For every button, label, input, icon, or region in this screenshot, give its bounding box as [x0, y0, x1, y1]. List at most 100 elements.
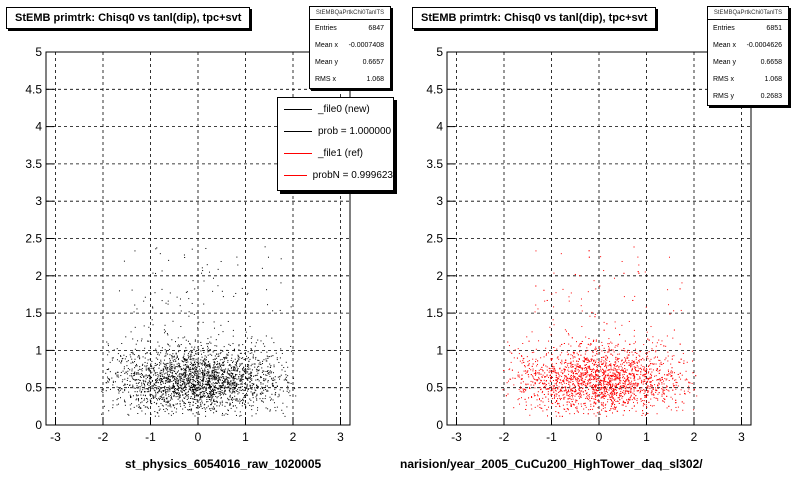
data-point [610, 381, 612, 383]
data-point [238, 392, 240, 394]
data-point [164, 332, 166, 334]
data-point [615, 408, 617, 410]
data-point [245, 376, 247, 378]
data-point [693, 409, 695, 411]
data-point [173, 390, 175, 392]
data-point [236, 374, 238, 376]
data-point [625, 387, 627, 389]
data-point [267, 357, 269, 359]
data-point [562, 394, 564, 396]
data-point [172, 356, 174, 358]
data-point [183, 254, 185, 256]
data-point [538, 399, 540, 401]
data-point [196, 394, 198, 396]
data-point [580, 373, 582, 375]
data-point [584, 358, 586, 360]
data-point [134, 380, 136, 382]
data-point [558, 376, 560, 378]
data-point [608, 349, 610, 351]
data-point [236, 256, 238, 258]
data-point [661, 364, 663, 366]
data-point [165, 404, 167, 406]
data-point [189, 405, 191, 407]
data-point [257, 409, 259, 411]
data-point [664, 378, 666, 380]
data-point [218, 362, 220, 364]
data-point [185, 389, 187, 391]
data-point [259, 361, 261, 363]
data-point [185, 375, 187, 377]
data-point [165, 393, 167, 395]
data-point [189, 343, 191, 345]
data-point [255, 374, 257, 376]
data-point [600, 391, 602, 393]
data-point [161, 394, 163, 396]
data-point [213, 398, 215, 400]
data-point [573, 413, 575, 415]
data-point [549, 384, 551, 386]
data-point [509, 368, 511, 370]
data-point [564, 366, 566, 368]
data-point [171, 366, 173, 368]
data-point [572, 357, 574, 359]
data-point [162, 362, 164, 364]
data-point [283, 379, 285, 381]
data-point [547, 398, 549, 400]
data-point [597, 375, 599, 377]
data-point [191, 368, 193, 370]
data-point [205, 387, 207, 389]
data-point [223, 379, 225, 381]
data-point [108, 381, 110, 383]
data-point [212, 372, 214, 374]
data-point [209, 398, 211, 400]
data-point [156, 380, 158, 382]
data-point [210, 377, 212, 379]
data-point [605, 393, 607, 395]
data-point [631, 370, 633, 372]
data-point [595, 346, 597, 348]
data-point [130, 331, 132, 333]
data-point [262, 379, 264, 381]
data-point [571, 394, 573, 396]
data-point [674, 379, 676, 381]
data-point [242, 344, 244, 346]
data-point [555, 376, 557, 378]
data-point [166, 368, 168, 370]
data-point [267, 356, 269, 358]
data-point [201, 390, 203, 392]
data-point [163, 398, 165, 400]
data-point [129, 394, 131, 396]
data-point [277, 396, 279, 398]
data-point [235, 375, 237, 377]
data-point [638, 370, 640, 372]
data-point [649, 377, 651, 379]
data-point [210, 342, 212, 344]
data-point [137, 412, 139, 414]
data-point [223, 364, 225, 366]
data-point [154, 292, 156, 294]
data-point [559, 368, 561, 370]
data-point [683, 360, 685, 362]
data-point [643, 392, 645, 394]
data-point [630, 377, 632, 379]
data-point [205, 359, 207, 361]
data-point [199, 394, 201, 396]
data-point [150, 367, 152, 369]
data-point [134, 326, 136, 328]
data-point [612, 375, 614, 377]
data-point [612, 354, 614, 356]
data-point [528, 376, 530, 378]
data-point [611, 386, 613, 388]
data-point [182, 374, 184, 376]
data-point [165, 378, 167, 380]
data-point [276, 406, 278, 408]
data-point [636, 385, 638, 387]
data-point [225, 357, 227, 359]
data-point [629, 352, 631, 354]
data-point [659, 359, 661, 361]
data-point [534, 374, 536, 376]
data-point [638, 368, 640, 370]
data-point [185, 372, 187, 374]
data-point [615, 356, 617, 358]
data-point [181, 380, 183, 382]
